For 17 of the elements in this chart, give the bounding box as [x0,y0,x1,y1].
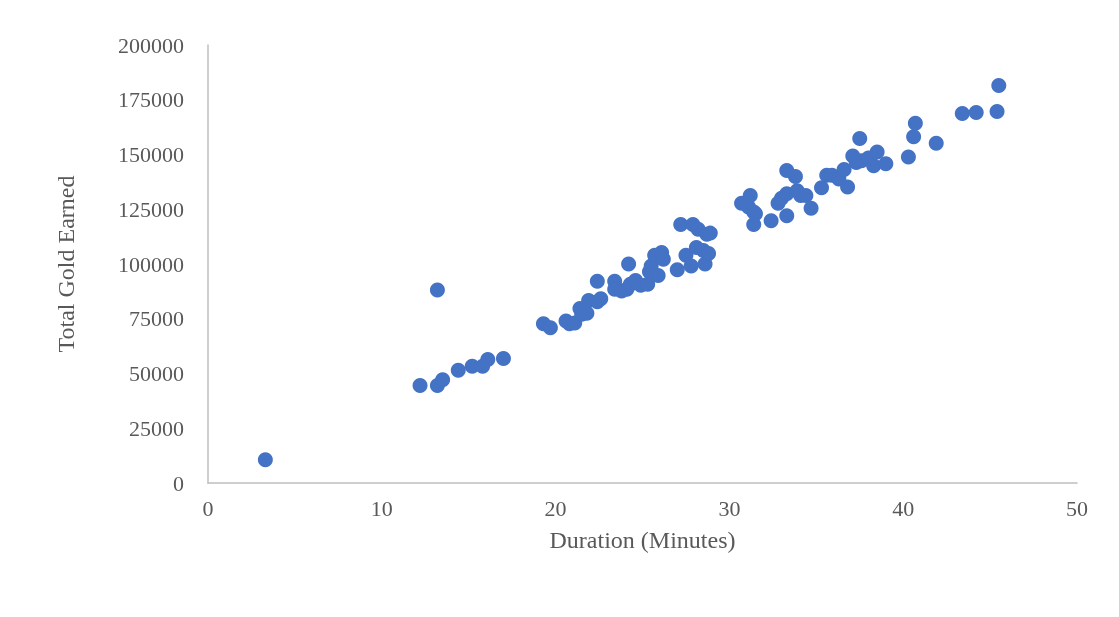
x-tick-label: 10 [370,495,393,521]
y-axis-title: Total Gold Earned [53,175,79,353]
y-tick-label: 175000 [118,87,184,113]
x-tick-label: 40 [892,495,915,521]
y-tick-label: 150000 [118,142,184,167]
y-tick-label: 0 [173,470,184,496]
y-tick-label: 75000 [129,306,184,332]
x-tick-label: 0 [202,495,214,521]
y-tick-label: 50000 [129,361,184,386]
y-tick-label: 125000 [118,196,184,222]
x-tick-label: 50 [1066,495,1088,521]
x-tick-label: 30 [718,495,741,521]
y-tick-label: 100000 [118,251,184,277]
y-tick-label: 200000 [118,32,184,58]
x-tick-label: 20 [544,495,567,521]
x-axis-title: Duration (Minutes) [549,527,736,553]
y-tick-label: 25000 [129,415,184,441]
